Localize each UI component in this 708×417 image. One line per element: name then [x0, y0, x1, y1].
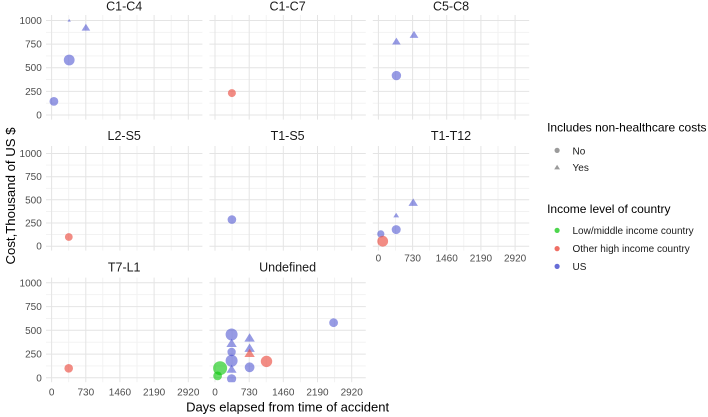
svg-text:0: 0: [212, 388, 218, 399]
svg-text:Other high income country: Other high income country: [573, 244, 690, 255]
svg-text:L2-S5: L2-S5: [108, 129, 141, 143]
svg-text:US: US: [573, 262, 587, 273]
svg-text:T1-T12: T1-T12: [431, 129, 471, 143]
svg-text:730: 730: [77, 388, 94, 399]
svg-text:2190: 2190: [143, 388, 166, 399]
svg-text:C1-C4: C1-C4: [106, 0, 142, 13]
svg-text:750: 750: [25, 172, 42, 183]
svg-text:1000: 1000: [20, 16, 43, 27]
svg-text:1000: 1000: [20, 149, 43, 160]
svg-text:2190: 2190: [306, 388, 329, 399]
svg-text:T7-L1: T7-L1: [108, 261, 141, 275]
svg-text:500: 500: [25, 63, 42, 74]
svg-text:250: 250: [25, 219, 42, 230]
svg-text:Days elapsed from time of acci: Days elapsed from time of accident: [186, 399, 389, 414]
svg-text:No: No: [573, 146, 586, 157]
svg-text:0: 0: [36, 242, 42, 253]
svg-text:1000: 1000: [20, 278, 43, 289]
svg-text:750: 750: [25, 40, 42, 51]
svg-text:Low/middle income country: Low/middle income country: [573, 226, 694, 237]
svg-text:0: 0: [49, 388, 55, 399]
svg-text:0: 0: [376, 253, 382, 264]
svg-text:1460: 1460: [436, 253, 459, 264]
svg-text:1460: 1460: [109, 388, 132, 399]
svg-text:Income level of country: Income level of country: [547, 202, 670, 216]
svg-text:0: 0: [36, 373, 42, 384]
svg-text:500: 500: [25, 195, 42, 206]
svg-text:2920: 2920: [341, 388, 364, 399]
svg-text:500: 500: [25, 326, 42, 337]
svg-text:2920: 2920: [504, 253, 527, 264]
svg-text:250: 250: [25, 87, 42, 98]
svg-text:Cost,Thousand of US $: Cost,Thousand of US $: [3, 127, 18, 265]
svg-text:C5-C8: C5-C8: [433, 0, 469, 13]
svg-text:2190: 2190: [470, 253, 493, 264]
svg-text:T1-S5: T1-S5: [271, 129, 305, 143]
svg-text:C1-C7: C1-C7: [270, 0, 306, 13]
svg-text:Includes non-healthcare costs: Includes non-healthcare costs: [547, 121, 706, 135]
svg-text:750: 750: [25, 302, 42, 313]
svg-text:0: 0: [36, 111, 42, 122]
svg-text:Yes: Yes: [573, 163, 589, 174]
svg-text:250: 250: [25, 350, 42, 361]
svg-text:1460: 1460: [272, 388, 295, 399]
svg-text:Undefined: Undefined: [259, 261, 316, 275]
svg-text:2920: 2920: [177, 388, 200, 399]
svg-text:730: 730: [404, 253, 421, 264]
svg-text:730: 730: [241, 388, 258, 399]
